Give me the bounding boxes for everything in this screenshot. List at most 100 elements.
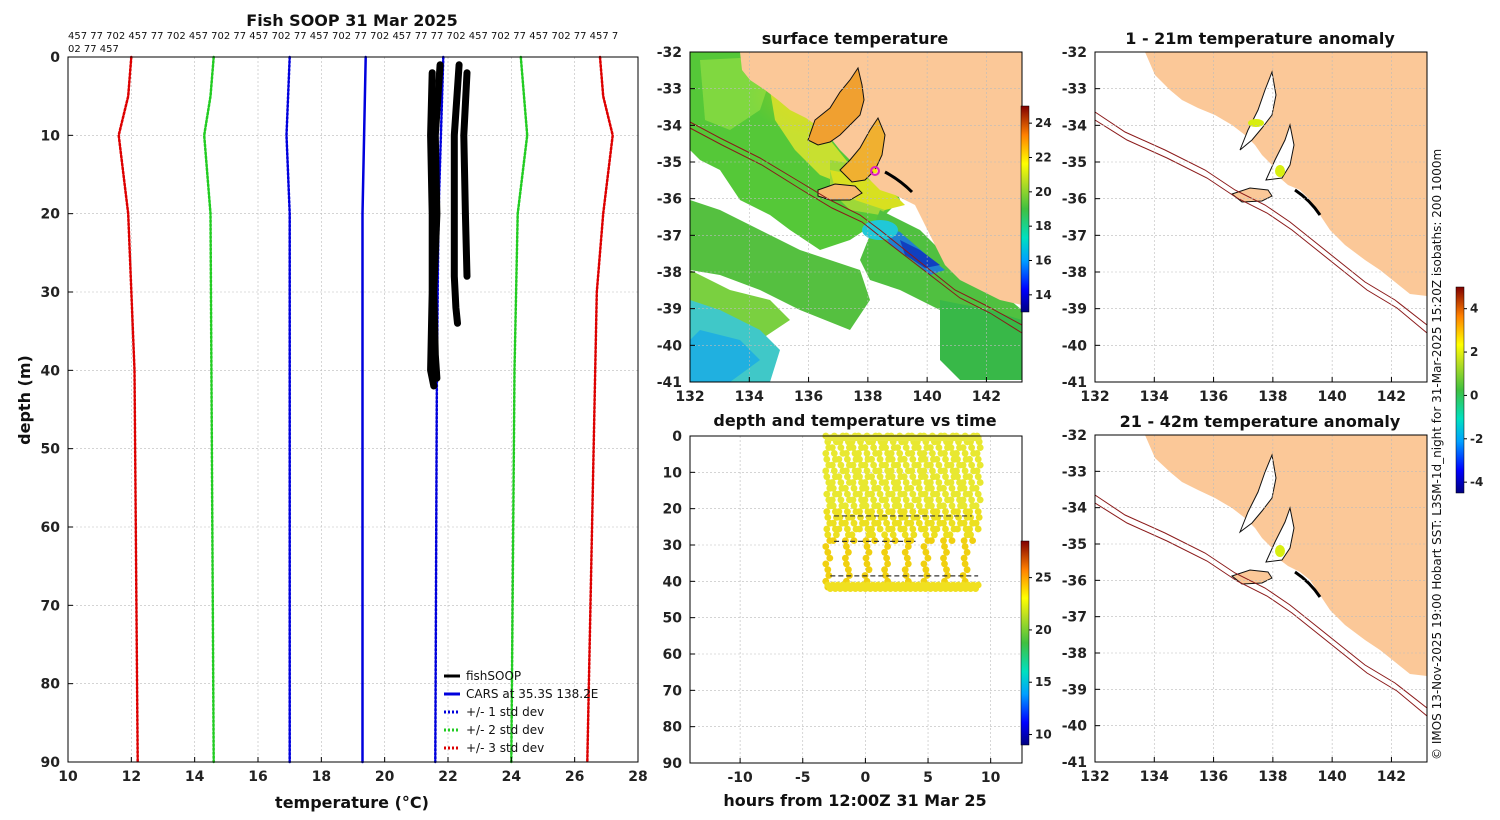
x-tick-label: 10	[981, 770, 1001, 786]
timeseries-point	[921, 525, 929, 533]
timeseries-point	[845, 548, 852, 556]
timeseries-point	[909, 473, 917, 481]
timeseries-point	[954, 490, 961, 498]
timeseries-point	[876, 455, 884, 463]
timeseries-point	[875, 450, 883, 457]
timeseries-point	[856, 455, 863, 463]
colorbar-tick-label: 0	[1470, 388, 1478, 402]
timeseries-point	[844, 455, 851, 463]
anomaly1-y-ticks: -32 -33 -34 -35 -36 -37 -38 -39 -40 -41	[1062, 45, 1100, 391]
timeseries-point	[823, 473, 831, 481]
timeseries-point	[947, 496, 955, 504]
timeseries-point	[862, 519, 870, 527]
timeseries-point	[920, 560, 928, 568]
timeseries-point	[868, 473, 875, 481]
anomaly1-land	[1145, 52, 1427, 296]
timeseries-point	[934, 514, 942, 521]
profile-top-annotation-2: 02 77 457	[68, 44, 119, 55]
timeseries-point	[948, 537, 956, 544]
timeseries-point	[933, 490, 941, 498]
y-tick-label: -41	[1062, 755, 1087, 771]
series-line-fishsoop-b	[430, 61, 444, 382]
x-tick-label: 134	[1140, 769, 1169, 785]
timeseries-point	[947, 479, 955, 486]
y-tick-label: -40	[1062, 338, 1088, 354]
timeseries-point	[822, 450, 830, 457]
x-tick-label: 132	[1080, 389, 1109, 405]
timeseries-point	[856, 490, 863, 498]
timeseries-point	[876, 490, 884, 498]
timeseries-point	[882, 572, 889, 579]
timeseries-point	[888, 455, 896, 463]
legend-label: fishSOOP	[466, 669, 521, 683]
y-tick-label: -41	[1062, 375, 1087, 391]
x-tick-label: 14	[185, 769, 205, 785]
timeseries-point	[828, 479, 836, 486]
timeseries-point	[968, 444, 975, 451]
timeseries-point	[824, 514, 832, 521]
timeseries-point	[887, 450, 895, 457]
series-line--2-std	[510, 55, 529, 764]
timeseries-point	[837, 496, 845, 504]
timeseries-point	[835, 525, 843, 533]
y-tick-label: -35	[657, 155, 682, 171]
timeseries-point	[922, 531, 930, 539]
timeseries-point	[861, 461, 869, 469]
timeseries-point	[968, 461, 975, 469]
y-tick-label: 60	[41, 520, 61, 536]
timeseries-point	[823, 455, 831, 463]
x-tick-label: 0	[861, 770, 871, 786]
timeseries-point	[944, 572, 951, 579]
timeseries-point	[935, 444, 943, 451]
profile-y-label: depth (m)	[15, 355, 34, 445]
anomaly2-gulf-1	[1238, 453, 1277, 534]
anomaly2-patch	[1275, 545, 1285, 557]
timeseries-point	[921, 490, 929, 498]
legend-label: CARS at 35.3S 138.2E	[466, 687, 598, 701]
y-tick-label: -41	[657, 375, 682, 391]
profile-title: Fish SOOP 31 Mar 2025	[246, 11, 457, 30]
timeseries-point	[863, 450, 871, 457]
timeseries-point	[974, 490, 982, 498]
timeseries-point	[954, 508, 961, 515]
x-tick-label: 136	[1199, 389, 1228, 405]
timeseries-point	[822, 543, 830, 550]
x-tick-label: 5	[923, 770, 933, 786]
timeseries-point	[901, 531, 909, 539]
timeseries-point	[824, 548, 832, 556]
timeseries-point	[953, 450, 960, 457]
timeseries-point	[910, 531, 918, 539]
series-line-fishsoop-d	[460, 69, 471, 280]
timeseries-point	[960, 484, 968, 492]
timeseries-point	[915, 519, 923, 527]
y-tick-label: 80	[663, 720, 683, 736]
timeseries-point	[966, 508, 973, 515]
timeseries-point	[829, 502, 837, 510]
timeseries-point	[842, 537, 849, 544]
colorbar-tick-label: 20	[1035, 623, 1052, 637]
timeseries-point	[908, 450, 916, 457]
anomaly1-gulf-2	[1265, 123, 1295, 181]
timeseries-point	[844, 508, 851, 515]
x-tick-label: 26	[565, 769, 584, 785]
timeseries-point	[855, 467, 862, 475]
timeseries-point	[857, 514, 864, 521]
timeseries-point	[955, 514, 962, 521]
timeseries-point	[888, 473, 896, 481]
timeseries-point	[915, 502, 923, 510]
timeseries-point	[865, 566, 873, 574]
timeseries-point	[888, 490, 896, 498]
x-tick-label: 140	[1318, 769, 1347, 785]
timeseries-point	[963, 548, 971, 556]
timeseries-point	[894, 461, 902, 469]
timeseries-point	[941, 543, 948, 550]
timeseries-point	[928, 537, 935, 544]
legend-label: +/- 3 std dev	[466, 741, 544, 755]
x-tick-label: 138	[1258, 769, 1287, 785]
timeseries-point	[927, 479, 934, 486]
y-tick-label: 90	[663, 756, 683, 772]
anomaly1-panel: 132 134 136 138 140 142 -32 -33 -34 -35 -36 -37 -38…	[1062, 29, 1428, 405]
y-tick-label: -39	[1062, 682, 1087, 698]
timeseries-point	[942, 508, 949, 515]
timeseries-point	[870, 479, 877, 486]
